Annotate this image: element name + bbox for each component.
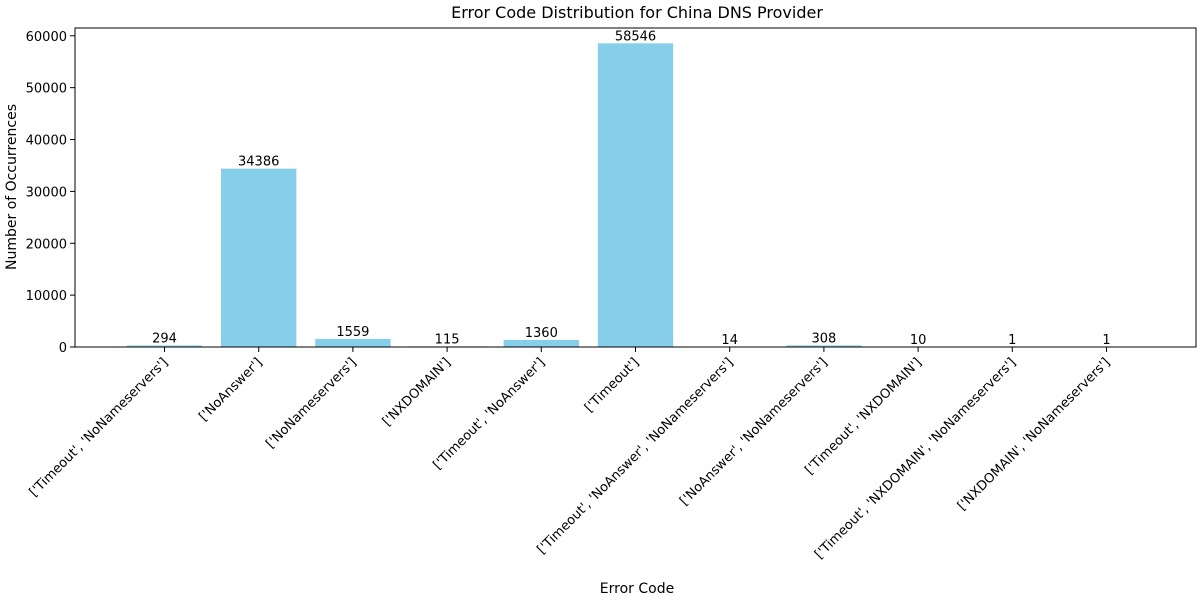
value-label: 10 [910,333,927,348]
x-axis: ['Timeout', 'NoNameservers'] ['NoAnswer']… [27,347,1114,562]
value-labels-group: 294 34386 1559 115 1360 58546 14 308 10 1 1 [152,29,1111,348]
x-tick-label: ['Timeout', 'NoAnswer'] [430,355,548,473]
x-tick-label: ['Timeout', 'NXDOMAIN', 'NoNameservers'] [812,355,1019,562]
x-tick-label: ['Timeout'] [582,355,642,415]
value-label: 1360 [525,326,558,341]
bars-group [126,43,1145,347]
x-tick-label: ['Timeout', 'NoNameservers'] [27,355,172,500]
value-label: 308 [811,331,836,346]
x-tick-label: ['Timeout', 'NoAnswer', 'NoNameservers'] [534,355,736,557]
value-label: 14 [721,333,738,348]
value-label: 115 [435,332,460,347]
y-axis-label: Number of Occurrences [4,104,20,270]
value-label: 34386 [238,155,279,170]
value-label: 294 [152,331,177,346]
value-label: 1 [1008,333,1016,348]
value-label: 1 [1102,333,1110,348]
bar [786,345,862,347]
value-label: 58546 [615,29,656,44]
bar [315,338,391,347]
x-tick-label: ['NoNameservers'] [263,355,359,451]
x-tick-label: ['NXDOMAIN', 'NoNameservers'] [955,355,1114,514]
y-tick-label: 50000 [26,82,67,97]
y-tick-label: 40000 [26,134,67,149]
x-tick-label: ['NoAnswer', 'NoNameservers'] [677,355,831,509]
y-tick-label: 20000 [26,237,67,252]
x-axis-label: Error Code [600,581,674,597]
bar [503,339,579,347]
y-tick-label: 30000 [26,185,67,200]
chart-title: Error Code Distribution for China DNS Pr… [451,3,823,22]
x-tick-label: ['NoAnswer'] [196,355,265,424]
y-tick-label: 10000 [26,289,67,304]
bar [126,345,203,347]
bar [221,168,297,347]
y-axis: 0 10000 20000 30000 40000 50000 60000 [26,30,75,356]
y-tick-label: 0 [59,341,67,356]
value-label: 1559 [336,325,369,340]
bar [597,43,674,347]
y-tick-label: 60000 [26,30,67,45]
x-tick-label: ['NXDOMAIN'] [380,355,454,429]
